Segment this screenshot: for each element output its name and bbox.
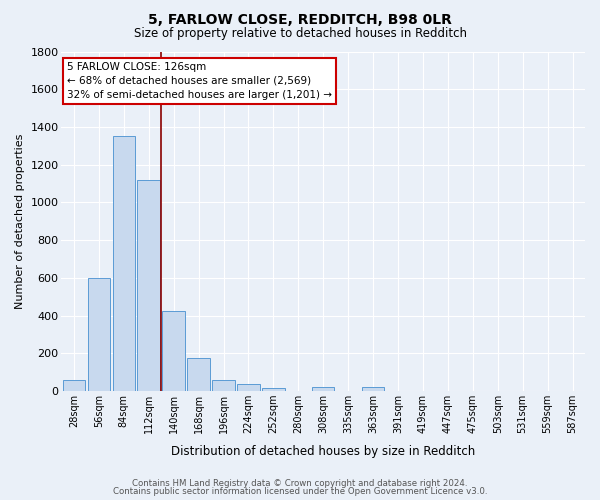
Text: 5, FARLOW CLOSE, REDDITCH, B98 0LR: 5, FARLOW CLOSE, REDDITCH, B98 0LR bbox=[148, 12, 452, 26]
Bar bbox=[362, 388, 385, 391]
Y-axis label: Number of detached properties: Number of detached properties bbox=[15, 134, 25, 309]
Text: Size of property relative to detached houses in Redditch: Size of property relative to detached ho… bbox=[133, 28, 467, 40]
Bar bbox=[88, 278, 110, 391]
X-axis label: Distribution of detached houses by size in Redditch: Distribution of detached houses by size … bbox=[171, 444, 475, 458]
Text: Contains HM Land Registry data © Crown copyright and database right 2024.: Contains HM Land Registry data © Crown c… bbox=[132, 478, 468, 488]
Bar bbox=[212, 380, 235, 391]
Text: 5 FARLOW CLOSE: 126sqm
← 68% of detached houses are smaller (2,569)
32% of semi-: 5 FARLOW CLOSE: 126sqm ← 68% of detached… bbox=[67, 62, 332, 100]
Bar bbox=[312, 388, 334, 391]
Bar bbox=[137, 180, 160, 391]
Bar bbox=[113, 136, 135, 391]
Bar bbox=[187, 358, 210, 391]
Text: Contains public sector information licensed under the Open Government Licence v3: Contains public sector information licen… bbox=[113, 487, 487, 496]
Bar bbox=[237, 384, 260, 391]
Bar bbox=[163, 311, 185, 391]
Bar bbox=[63, 380, 85, 391]
Bar bbox=[262, 388, 284, 391]
